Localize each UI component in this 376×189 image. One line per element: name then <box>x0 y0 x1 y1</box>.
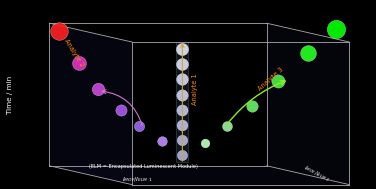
Point <box>179 153 185 156</box>
Text: (ELM = Encapsulated Luminescent Module): (ELM = Encapsulated Luminescent Module) <box>89 164 197 169</box>
Bar <box>176 42 188 162</box>
Point <box>305 52 311 55</box>
Polygon shape <box>49 166 349 184</box>
Text: Analyte 2: Analyte 2 <box>63 38 85 68</box>
Polygon shape <box>49 23 132 184</box>
Point <box>179 48 185 51</box>
Text: $I_{MOF}/I_{ELM\ 2}$: $I_{MOF}/I_{ELM\ 2}$ <box>302 164 332 185</box>
Point <box>179 78 185 81</box>
FancyArrowPatch shape <box>227 81 285 124</box>
Point <box>179 93 185 96</box>
Point <box>76 61 82 64</box>
Point <box>179 63 185 66</box>
Point <box>179 108 185 111</box>
Point <box>95 87 101 90</box>
Point <box>179 123 185 126</box>
Point <box>249 104 255 107</box>
FancyArrowPatch shape <box>102 90 142 126</box>
Point <box>118 108 124 111</box>
Point <box>275 80 281 83</box>
FancyArrowPatch shape <box>181 44 184 161</box>
Point <box>56 29 62 32</box>
Polygon shape <box>267 23 349 184</box>
Point <box>333 27 339 30</box>
Point <box>136 125 142 128</box>
Text: $I_{MOF}/I_{ELM\ 1}$: $I_{MOF}/I_{ELM\ 1}$ <box>122 175 153 184</box>
Point <box>224 125 230 128</box>
Text: Analyte 1: Analyte 1 <box>193 73 199 105</box>
Point <box>202 142 208 145</box>
Text: Analyte 3: Analyte 3 <box>257 67 284 92</box>
Text: Time / min: Time / min <box>8 75 14 114</box>
Point <box>159 140 165 143</box>
Point <box>179 138 185 141</box>
